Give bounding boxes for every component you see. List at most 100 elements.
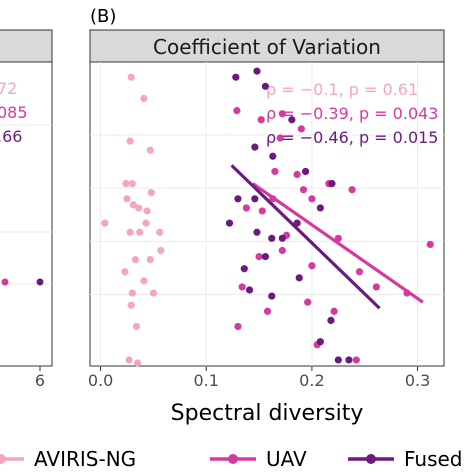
legend-label: AVIRIS-NG xyxy=(34,447,136,471)
data-point-aviris-ng xyxy=(140,94,148,103)
legend-item-fused: Fused xyxy=(348,447,463,471)
data-point-fused xyxy=(253,67,261,75)
data-point-uav xyxy=(276,134,284,142)
data-point-uav xyxy=(355,268,364,276)
x-tick-label: 0.1 xyxy=(194,371,219,390)
data-point-aviris-ng xyxy=(127,301,135,309)
data-point-uav xyxy=(330,307,338,315)
data-points xyxy=(101,67,434,367)
data-point-aviris-ng xyxy=(123,195,131,203)
legend-key-point xyxy=(0,454,6,464)
data-point-aviris-ng xyxy=(142,219,150,227)
data-point-uav xyxy=(263,307,272,315)
stat-label-fused: ρ = −0.46, p = 0.015 xyxy=(266,128,438,147)
data-point-fused xyxy=(240,265,248,273)
plot-panel xyxy=(89,61,445,367)
data-point-aviris-ng xyxy=(101,219,109,227)
legend: AVIRIS-NG UAV Fused xyxy=(0,447,463,471)
left-facet-strip xyxy=(0,29,53,63)
data-point-uav xyxy=(278,110,286,118)
fit-line-fused xyxy=(230,164,381,310)
data-point-fused xyxy=(269,152,277,160)
data-point-fused xyxy=(251,195,259,203)
data-point-uav xyxy=(234,322,242,331)
data-point-fused xyxy=(328,180,336,188)
data-point-aviris-ng xyxy=(133,359,142,367)
legend-key-point xyxy=(366,454,376,464)
data-point-fused xyxy=(334,356,342,364)
legend-item-aviris-ng: AVIRIS-NG xyxy=(0,447,136,471)
data-point-aviris-ng xyxy=(131,256,140,264)
legend-label: UAV xyxy=(266,447,307,471)
data-point-fused xyxy=(345,356,353,364)
data-point-uav xyxy=(278,246,286,255)
data-point-fused xyxy=(234,195,242,203)
left-annotation-aviris: 72 xyxy=(0,79,17,98)
legend-item-uav: UAV xyxy=(210,447,307,471)
data-point-aviris-ng xyxy=(146,256,154,264)
left-annotation-fused: .66 xyxy=(0,127,22,146)
data-point-uav xyxy=(304,298,312,306)
data-point-aviris-ng xyxy=(128,180,136,188)
legend-key-point xyxy=(228,454,238,464)
grid-layer xyxy=(90,62,444,366)
stat-label-uav: ρ = −0.39, p = 0.043 xyxy=(266,104,438,123)
data-point-fused xyxy=(316,338,324,346)
data-point-fused xyxy=(251,143,259,151)
data-point-uav xyxy=(269,195,277,203)
data-point-aviris-ng xyxy=(126,137,134,145)
data-point-aviris-ng xyxy=(127,73,135,81)
stat-label-aviris: ρ = −0.1, p = 0.61 xyxy=(266,80,418,99)
chart-title: Coefficient of Variation xyxy=(153,35,381,59)
fit-line-uav xyxy=(251,182,424,304)
data-point-aviris-ng xyxy=(126,228,134,236)
x-tick-label: 0.3 xyxy=(405,371,430,390)
data-point-aviris-ng xyxy=(122,180,130,188)
left-annotation-uav: 085 xyxy=(0,103,28,122)
data-point-aviris-ng xyxy=(135,204,143,212)
data-point-fused xyxy=(278,234,286,242)
data-point-aviris-ng xyxy=(147,189,155,197)
data-point-uav xyxy=(403,289,411,297)
data-point-fused xyxy=(295,274,303,282)
data-point-aviris-ng xyxy=(156,228,164,236)
data-point-aviris-ng xyxy=(143,207,151,215)
data-point-uav xyxy=(299,186,308,194)
data-point-uav xyxy=(297,125,305,133)
data-point-uav xyxy=(334,234,342,242)
data-point-fused xyxy=(301,167,310,176)
data-point-fused xyxy=(261,82,270,90)
left-tick-label: 6 xyxy=(35,371,45,390)
data-point-uav xyxy=(308,262,316,270)
data-point-fused xyxy=(232,73,240,81)
data-point-uav xyxy=(352,356,360,364)
left-point-fused xyxy=(36,278,44,286)
data-point-aviris-ng xyxy=(132,322,141,331)
data-point-fused xyxy=(268,234,276,242)
x-tick-label: 0.0 xyxy=(88,371,113,390)
left-point-uav xyxy=(1,278,9,286)
data-point-fused xyxy=(288,116,296,124)
data-point-aviris-ng xyxy=(128,289,136,297)
data-point-aviris-ng xyxy=(157,246,165,255)
data-point-uav xyxy=(426,240,434,248)
data-point-aviris-ng xyxy=(121,268,129,276)
data-point-fused xyxy=(245,286,254,294)
data-point-fused xyxy=(253,228,261,236)
fit-lines xyxy=(230,164,424,310)
x-axis-ticks: 0.0 0.1 0.2 0.3 xyxy=(88,366,430,390)
panel-letter: (B) xyxy=(90,6,116,27)
data-point-uav xyxy=(372,283,380,291)
legend-label: Fused xyxy=(404,447,463,471)
data-point-uav xyxy=(233,107,241,115)
data-point-aviris-ng xyxy=(149,289,158,297)
data-point-fused xyxy=(327,316,335,324)
data-point-uav xyxy=(258,207,266,215)
data-point-fused xyxy=(261,252,270,261)
data-point-uav xyxy=(271,167,279,176)
data-point-uav xyxy=(242,204,250,212)
data-point-fused xyxy=(225,219,234,227)
data-point-uav xyxy=(348,186,356,194)
data-point-fused xyxy=(268,292,276,300)
data-point-aviris-ng xyxy=(136,228,144,236)
